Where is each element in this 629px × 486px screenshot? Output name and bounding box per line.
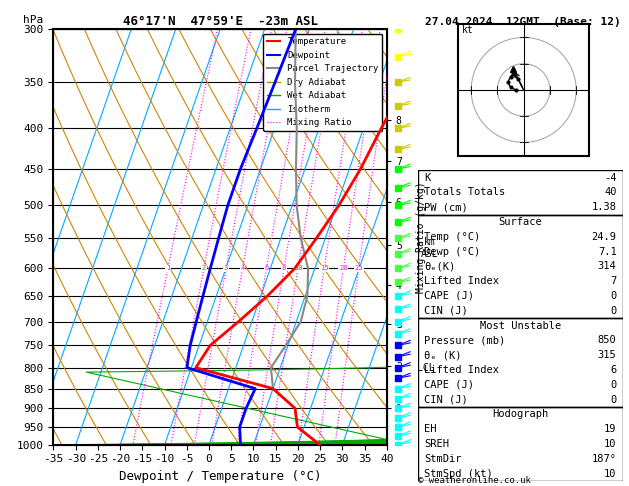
X-axis label: Dewpoint / Temperature (°C): Dewpoint / Temperature (°C) [119, 470, 321, 483]
Text: EH: EH [425, 424, 437, 434]
Text: 10: 10 [604, 469, 616, 479]
Text: -4: -4 [604, 173, 616, 183]
Text: StmSpd (kt): StmSpd (kt) [425, 469, 493, 479]
Text: PW (cm): PW (cm) [425, 202, 468, 212]
Text: 24.9: 24.9 [592, 232, 616, 242]
Text: Lifted Index: Lifted Index [425, 365, 499, 375]
Text: Lifted Index: Lifted Index [425, 276, 499, 286]
Bar [418, 318, 623, 407]
Text: 10: 10 [294, 265, 303, 271]
Y-axis label: hPa: hPa [23, 15, 43, 25]
Text: 7: 7 [610, 276, 616, 286]
Text: 40: 40 [604, 187, 616, 197]
Text: 187°: 187° [592, 454, 616, 464]
Text: kt: kt [462, 25, 474, 35]
Text: 1.38: 1.38 [592, 202, 616, 212]
Title: 46°17'N  47°59'E  -23m ASL: 46°17'N 47°59'E -23m ASL [123, 15, 318, 28]
Text: 0: 0 [610, 395, 616, 405]
Text: Hodograph: Hodograph [493, 410, 548, 419]
Text: 27.04.2024  12GMT  (Base: 12): 27.04.2024 12GMT (Base: 12) [425, 17, 620, 27]
Text: 20: 20 [339, 265, 348, 271]
Text: 8: 8 [282, 265, 286, 271]
Text: LCL: LCL [418, 363, 435, 373]
Text: 7.1: 7.1 [598, 246, 616, 257]
Text: 10: 10 [604, 439, 616, 449]
Text: CIN (J): CIN (J) [425, 306, 468, 316]
Bar [418, 170, 623, 214]
Text: 2: 2 [202, 265, 206, 271]
Text: Temp (°C): Temp (°C) [425, 232, 481, 242]
Text: 1: 1 [165, 265, 170, 271]
Text: 4: 4 [240, 265, 245, 271]
Text: 3: 3 [224, 265, 228, 271]
Text: Dewp (°C): Dewp (°C) [425, 246, 481, 257]
Text: 0: 0 [610, 380, 616, 390]
Text: Mixing Ratio (g/kg): Mixing Ratio (g/kg) [416, 181, 426, 293]
Text: K: K [425, 173, 431, 183]
Text: 25: 25 [354, 265, 363, 271]
Bar [418, 214, 623, 318]
Text: Pressure (mb): Pressure (mb) [425, 335, 506, 346]
Text: StmDir: StmDir [425, 454, 462, 464]
Text: 6: 6 [264, 265, 269, 271]
Text: 6: 6 [610, 365, 616, 375]
Text: CAPE (J): CAPE (J) [425, 380, 474, 390]
Text: Surface: Surface [499, 217, 542, 227]
Bar [418, 407, 623, 481]
Text: 19: 19 [604, 424, 616, 434]
Legend: Temperature, Dewpoint, Parcel Trajectory, Dry Adiabat, Wet Adiabat, Isotherm, Mi: Temperature, Dewpoint, Parcel Trajectory… [263, 34, 382, 131]
Text: SREH: SREH [425, 439, 449, 449]
Text: 15: 15 [320, 265, 328, 271]
Text: 315: 315 [598, 350, 616, 360]
Text: Most Unstable: Most Unstable [480, 321, 561, 330]
Text: 850: 850 [598, 335, 616, 346]
Text: CAPE (J): CAPE (J) [425, 291, 474, 301]
Text: 0: 0 [610, 291, 616, 301]
Text: θₑ(K): θₑ(K) [425, 261, 455, 271]
Text: 314: 314 [598, 261, 616, 271]
Text: θₑ (K): θₑ (K) [425, 350, 462, 360]
Text: Totals Totals: Totals Totals [425, 187, 506, 197]
Y-axis label: km
ASL: km ASL [421, 237, 438, 259]
Text: CIN (J): CIN (J) [425, 395, 468, 405]
Text: © weatheronline.co.uk: © weatheronline.co.uk [418, 475, 531, 485]
Text: 0: 0 [610, 306, 616, 316]
